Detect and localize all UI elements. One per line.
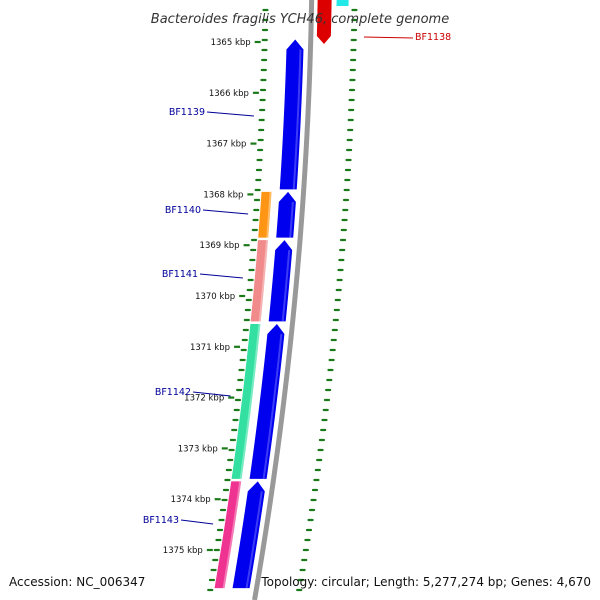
gene-arrow-bf1142[interactable]	[249, 323, 285, 479]
domain-block-1	[258, 191, 272, 238]
gene-shading	[292, 49, 302, 190]
kbp-tick-label: 1372 kbp	[184, 394, 224, 404]
domain-highlight	[266, 191, 272, 238]
domain-highlight	[239, 323, 261, 479]
label-leader	[206, 111, 254, 117]
domain-block-4	[214, 481, 242, 589]
kbp-tick-label: 1371 kbp	[190, 343, 230, 353]
genome-backbone	[252, 0, 315, 600]
gene-label-bf1139[interactable]: BF1139	[169, 107, 205, 118]
gene-arrow-bf1143[interactable]	[232, 481, 265, 589]
label-leader	[180, 519, 214, 525]
accession-text: Accession: NC_006347	[9, 575, 145, 589]
kbp-tick-label: 1365 kbp	[211, 38, 251, 48]
topology-text: Topology: circular; Length: 5,277,274 bp…	[260, 575, 591, 589]
gene-arrow-bf1141[interactable]	[268, 240, 293, 322]
label-leader	[363, 36, 414, 39]
label-leader	[192, 391, 231, 397]
kbp-tick-label: 1369 kbp	[200, 241, 240, 251]
cyan-feature	[336, 0, 349, 6]
gene-arrow-bf1139[interactable]	[279, 39, 304, 190]
gene-shading	[281, 250, 291, 322]
gene-label-bf1141[interactable]: BF1141	[162, 269, 198, 280]
gene-label-bf1140[interactable]: BF1140	[165, 205, 201, 216]
top-features	[316, 0, 349, 44]
domain-block-3	[231, 323, 261, 479]
gene-label-bf1138[interactable]: BF1138	[415, 32, 451, 43]
kbp-tick-label: 1370 kbp	[195, 292, 235, 302]
map-title: Bacteroides fragilis YCH46, complete gen…	[151, 12, 449, 27]
domain-track	[214, 191, 272, 589]
label-leader	[199, 273, 243, 279]
gene-shading	[245, 491, 263, 589]
kbp-tick-label: 1374 kbp	[171, 495, 211, 505]
kbp-tick-label: 1373 kbp	[178, 444, 218, 454]
kbp-tick-label: 1375 kbp	[163, 546, 203, 556]
gene-label-bf1143[interactable]: BF1143	[143, 515, 179, 526]
domain-highlight	[222, 481, 242, 589]
gene-arrow-bf1138[interactable]	[316, 0, 332, 44]
kbp-tick-label: 1368 kbp	[203, 190, 243, 200]
domain-block-2	[250, 240, 269, 322]
kbp-scale: 1365 kbp 1366 kbp 1367 kbp 1368 kbp 1369 kbp…	[163, 38, 261, 556]
domain-highlight	[258, 240, 269, 322]
gene-labels: BF1138 BF1139 BF1140 BF1141 BF1142 BF1143	[143, 32, 451, 526]
dotted-rings	[207, 8, 358, 592]
label-leader	[202, 209, 249, 215]
gene-label-bf1142[interactable]: BF1142	[155, 387, 191, 398]
gene-shading	[289, 201, 294, 238]
gene-track	[232, 39, 304, 589]
gene-shading	[262, 333, 283, 479]
kbp-tick-label: 1367 kbp	[206, 140, 246, 150]
kbp-tick-label: 1366 kbp	[209, 89, 249, 99]
